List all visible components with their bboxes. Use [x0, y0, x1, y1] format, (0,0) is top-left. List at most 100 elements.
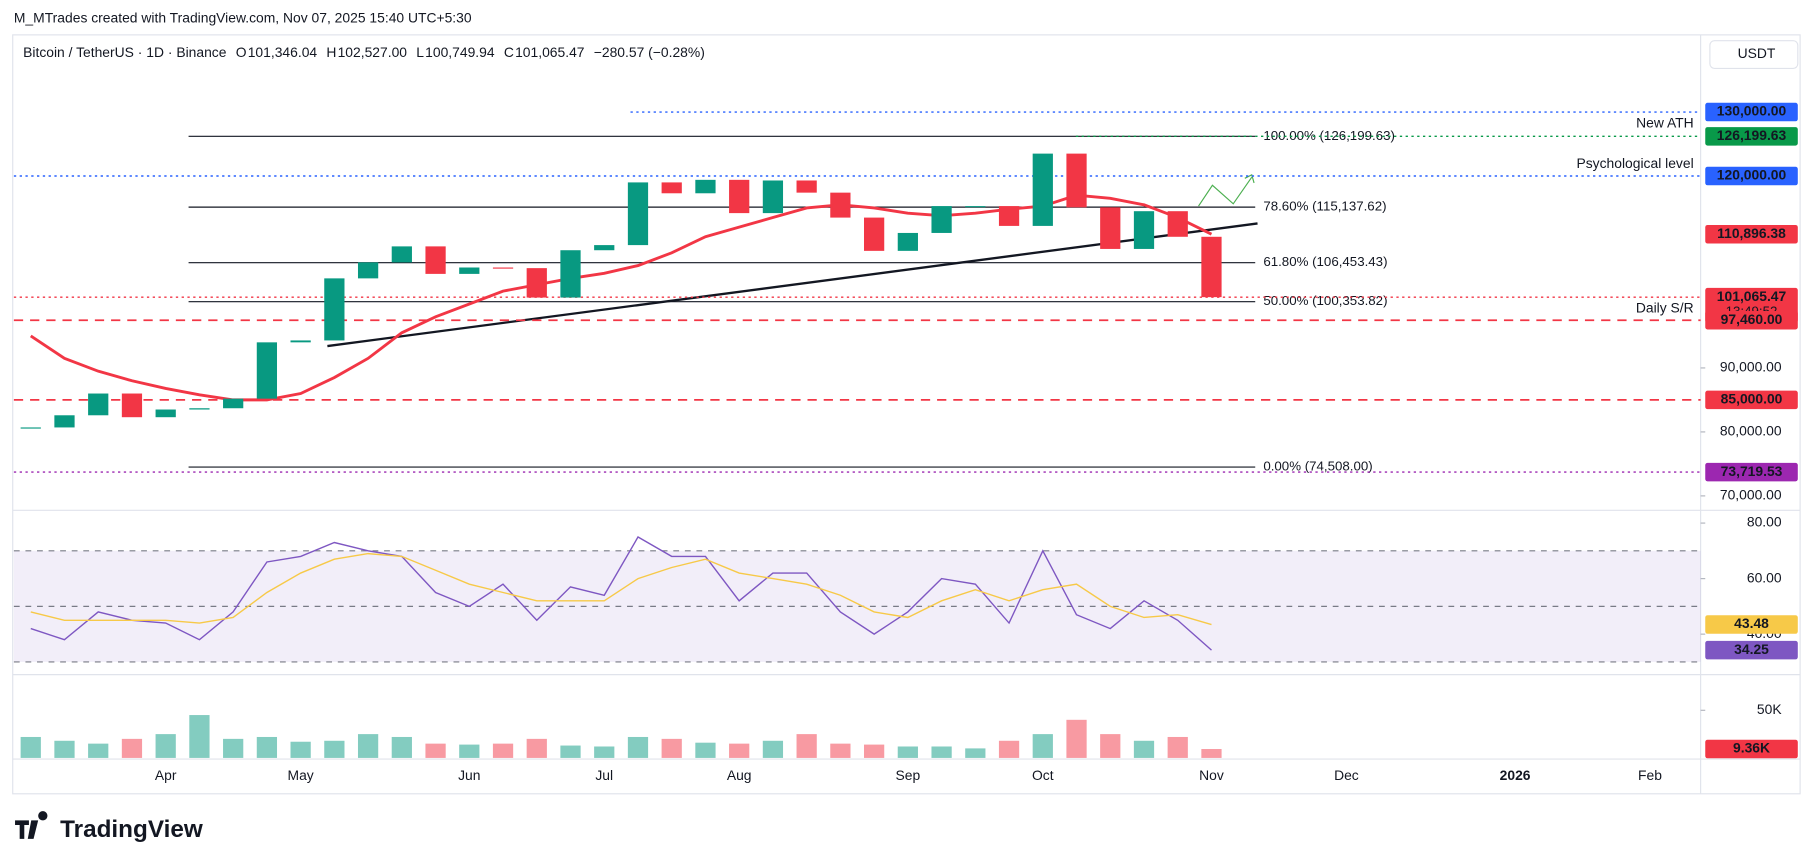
- ohlc-key: C: [504, 44, 514, 60]
- y-tick-label: 60.00: [1747, 569, 1782, 585]
- x-tick-label: 2026: [1500, 767, 1531, 783]
- volume-bar: [695, 742, 716, 758]
- x-tick-label: Jun: [458, 767, 480, 783]
- candle: [1133, 211, 1155, 249]
- y-tick-label: 70,000.00: [1720, 487, 1782, 503]
- volume-bar: [324, 740, 345, 758]
- x-tick-label: May: [288, 767, 314, 783]
- price-label: [1705, 224, 1798, 244]
- candle: [1201, 236, 1222, 298]
- candle: [830, 192, 851, 218]
- volume-bar: [20, 736, 41, 758]
- volume-bar: [627, 736, 649, 758]
- volume-bar: [594, 746, 615, 758]
- volume-bar: [391, 736, 412, 758]
- volume-bar: [290, 741, 311, 758]
- annotation: Daily S/R: [1636, 300, 1694, 316]
- candle: [1032, 153, 1053, 226]
- candle: [425, 246, 446, 274]
- volume-bar: [526, 738, 547, 758]
- volume-bar: [121, 738, 143, 758]
- volume-bar: [88, 743, 109, 758]
- volume-bar: [54, 740, 75, 758]
- price-label-text: 126,199.63: [1717, 127, 1787, 143]
- candle: [256, 342, 278, 399]
- volume-bar: [931, 746, 952, 758]
- ohlc-key: O: [236, 44, 247, 60]
- candle: [998, 206, 1020, 226]
- candle: [1066, 153, 1087, 208]
- price-label-text: 85,000.00: [1721, 391, 1783, 407]
- price-label: [1705, 166, 1798, 186]
- volume-bar: [189, 715, 210, 758]
- price-label-text: 120,000.00: [1717, 167, 1787, 183]
- ohlc-key: H: [326, 44, 336, 60]
- y-tick-label: 80,000.00: [1720, 423, 1782, 439]
- price-label-text: 43.48: [1734, 615, 1769, 631]
- price-label: [1705, 615, 1798, 634]
- candle: [695, 179, 716, 194]
- volume-bar: [796, 734, 817, 758]
- projection-arrow-head: [1244, 174, 1255, 184]
- price-label-text: 101,065.47: [1717, 288, 1787, 304]
- x-tick-label: Feb: [1638, 767, 1662, 783]
- candle: [526, 268, 547, 298]
- candle: [20, 427, 41, 429]
- currency-button[interactable]: [1709, 40, 1799, 70]
- x-tick-label: Dec: [1334, 767, 1359, 783]
- logo: TradingView: [15, 811, 203, 843]
- volume-bar: [1167, 736, 1188, 758]
- candle: [1167, 211, 1188, 237]
- ohlc-value: 102,527.00: [338, 44, 408, 60]
- volume-bar: [965, 748, 986, 758]
- candle: [864, 217, 885, 251]
- logo-icon: [15, 811, 48, 839]
- x-tick-label: Apr: [155, 767, 177, 783]
- rsi-band: [13, 550, 1701, 662]
- volume-bar: [155, 734, 176, 758]
- y-tick-label: 50K: [1757, 701, 1782, 717]
- volume-bar: [357, 734, 379, 758]
- candle: [189, 408, 210, 410]
- candle: [391, 246, 412, 263]
- volume-bar: [998, 740, 1020, 758]
- fib-label: 61.80% (106,453.43): [1263, 254, 1387, 269]
- candle: [594, 245, 615, 251]
- price-label: [1705, 390, 1798, 410]
- volume-bar: [223, 738, 244, 758]
- volume-bar: [897, 746, 918, 758]
- symbol: Bitcoin / TetherUS · 1D · Binance: [23, 44, 227, 60]
- y-tick-label: 80.00: [1747, 514, 1782, 530]
- annotation: New ATH: [1636, 115, 1694, 131]
- annotation: Psychological level: [1576, 155, 1693, 171]
- price-label: [1705, 310, 1798, 330]
- x-tick-label: Sep: [896, 767, 921, 783]
- candle: [324, 278, 345, 341]
- candle: [729, 179, 750, 214]
- volume-bar: [560, 745, 581, 758]
- attribution: M_MTrades created with TradingView.com, …: [14, 9, 472, 25]
- volume-bar: [256, 736, 278, 758]
- candle: [223, 398, 244, 409]
- volume-bar: [492, 743, 514, 758]
- symbol-line: Bitcoin / TetherUS · 1D · Binance O 101,34…: [23, 44, 705, 60]
- fib-label: 50.00% (100,353.82): [1263, 293, 1387, 308]
- currency[interactable]: USDT: [1738, 45, 1776, 61]
- fib-label: 78.60% (115,137.62): [1263, 199, 1386, 214]
- price-label-text: 34.25: [1734, 641, 1769, 657]
- x-tick-label: Nov: [1199, 767, 1224, 783]
- volume-bar: [425, 743, 446, 758]
- projection-arrow: [1198, 176, 1253, 207]
- x-tick-label: Aug: [727, 767, 752, 783]
- fib-label: 100.00% (126,199.63): [1263, 128, 1395, 143]
- candle: [459, 267, 480, 274]
- candle: [796, 180, 817, 193]
- volume-bar: [864, 744, 885, 758]
- volume-bar: [459, 744, 480, 758]
- volume-bar: [762, 740, 784, 758]
- candle: [931, 206, 952, 233]
- y-tick-label: 90,000.00: [1720, 359, 1782, 375]
- volume-bar: [1201, 749, 1222, 758]
